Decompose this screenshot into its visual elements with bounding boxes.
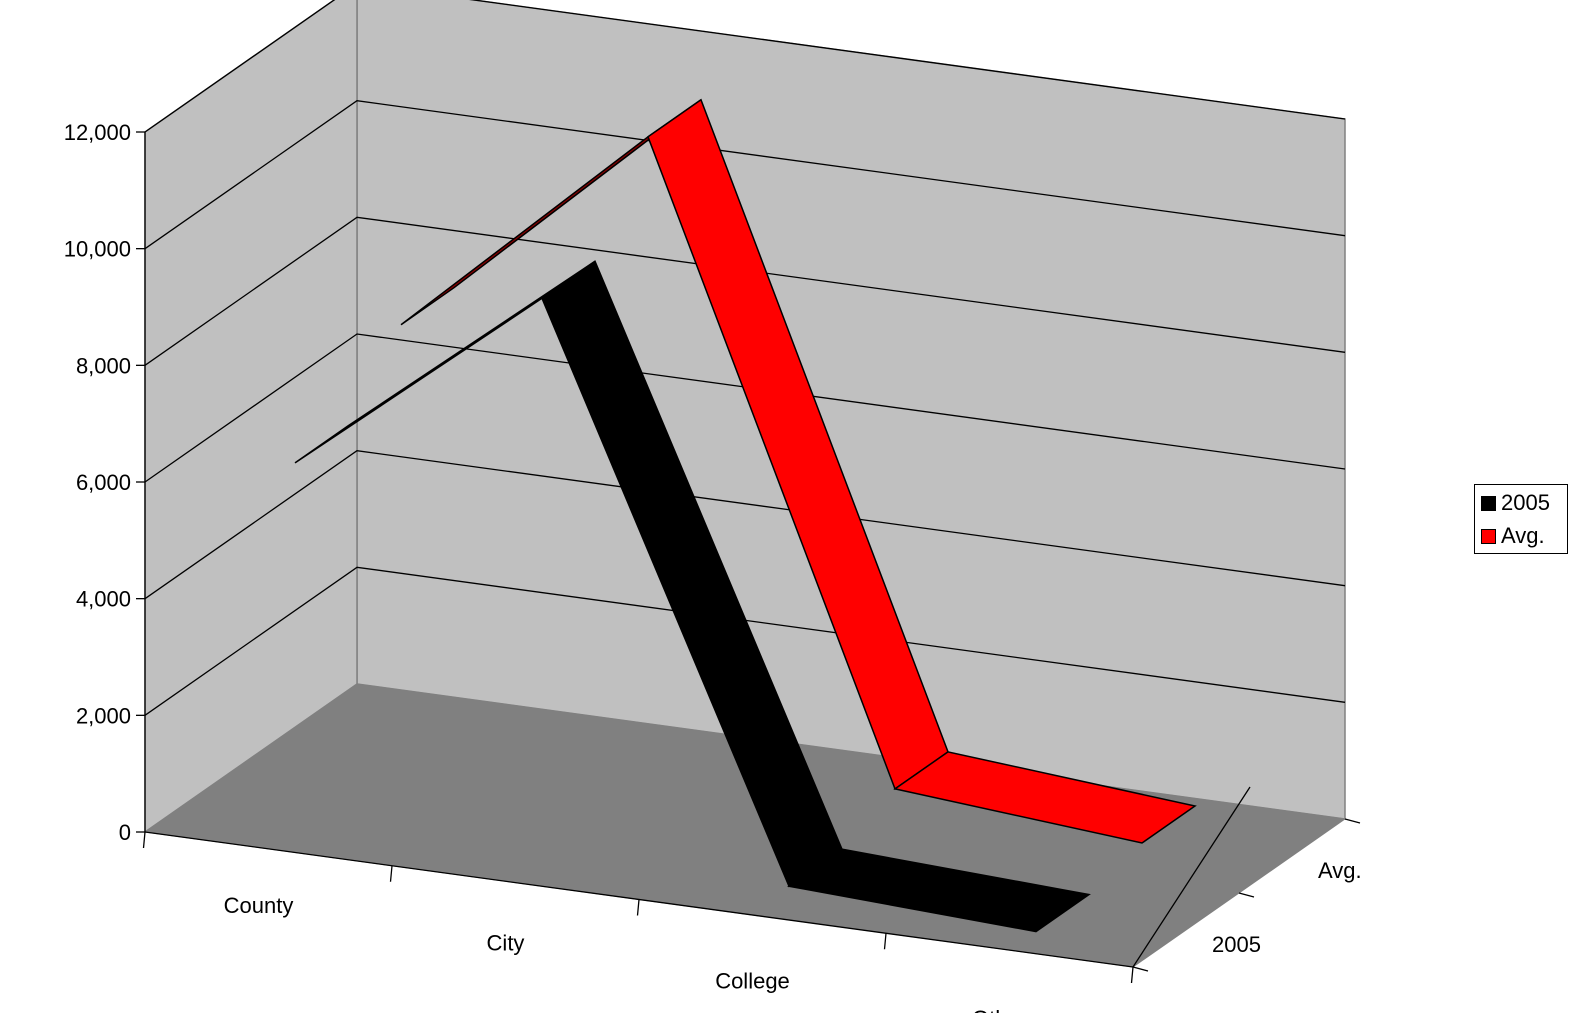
y-tick-label: 6,000 <box>76 470 131 495</box>
legend: 2005 Avg. <box>1474 484 1568 554</box>
depth-tick <box>1238 892 1255 898</box>
x-tick <box>142 831 146 849</box>
x-tick-label: City <box>487 931 525 956</box>
x-tick <box>883 933 887 950</box>
depth-tick-label: Avg. <box>1318 858 1362 883</box>
depth-axis-line <box>1132 786 1251 968</box>
gridline <box>144 216 1346 366</box>
legend-swatch-avg <box>1481 528 1496 544</box>
gridline <box>144 450 1346 600</box>
gridline <box>144 0 1346 133</box>
gridline <box>144 100 1346 250</box>
x-tick <box>1130 966 1134 984</box>
gridline <box>144 566 1346 716</box>
legend-label-2005: 2005 <box>1501 490 1550 515</box>
depth-tick <box>1344 818 1361 824</box>
x-tick <box>636 899 640 916</box>
y-tick-label: 12,000 <box>64 120 131 145</box>
x-tick-label: Other <box>972 1006 1027 1013</box>
gridline <box>144 333 1346 483</box>
legend-item-avg: Avg. <box>1481 523 1545 549</box>
depth-tick <box>1132 966 1149 972</box>
x-tick <box>389 865 393 882</box>
legend-label-avg: Avg. <box>1501 523 1545 548</box>
y-tick-label: 0 <box>119 820 131 845</box>
y-tick-label: 8,000 <box>76 353 131 378</box>
x-tick-label: College <box>715 968 790 993</box>
x-tick-label: County <box>224 893 294 918</box>
y-tick-label: 4,000 <box>76 587 131 612</box>
depth-tick-label: 2005 <box>1212 932 1261 957</box>
series-segment-avg <box>893 751 1197 844</box>
legend-swatch-2005 <box>1481 495 1496 511</box>
back-wall <box>356 0 1346 820</box>
series-segment-2005 <box>787 848 1091 933</box>
y-tick-label: 2,000 <box>76 703 131 728</box>
y-tick-label: 10,000 <box>64 237 131 262</box>
legend-item-2005: 2005 <box>1481 490 1550 516</box>
